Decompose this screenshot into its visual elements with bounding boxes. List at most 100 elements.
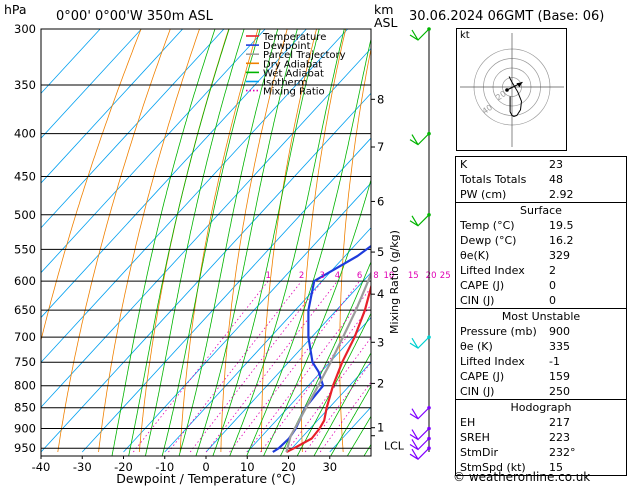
storm-motion-arrow	[516, 82, 523, 88]
pressure-tick-label: 700	[14, 330, 36, 344]
index-row-pw: PW (cm) 2.92	[460, 188, 574, 201]
wet-adiabat-line	[111, 29, 216, 456]
most-unstable-row: Pressure (mb) 900	[460, 325, 570, 338]
km-tick-label: 7	[377, 140, 384, 154]
pressure-tick-label: 750	[14, 355, 36, 369]
most-unstable-row: θe (K) 335	[460, 340, 570, 353]
surface-row: Temp (°C) 19.5	[460, 219, 574, 232]
most-unstable-row: Lifted Index -1	[460, 355, 560, 368]
most-unstable-row: CIN (J) 250	[460, 385, 570, 398]
mixing-ratio-axis-label: Mixing Ratio (g/kg)	[388, 230, 401, 334]
mixing-ratio-line	[189, 280, 323, 453]
pressure-tick-label: 950	[14, 441, 36, 455]
temp-tick-label: -10	[155, 460, 174, 474]
wet-adiabat-line	[313, 351, 371, 456]
temp-tick-label: 20	[281, 460, 296, 474]
pressure-tick-label: 650	[14, 303, 36, 317]
hodograph-stats-row: EH 217	[460, 416, 570, 429]
isotherm-line	[41, 29, 348, 363]
pressure-tick-label: 850	[14, 401, 36, 415]
hodograph-unit-label: kt	[460, 30, 470, 41]
pressure-tick-label: 550	[14, 242, 36, 256]
surface-row: θe(K) 329	[460, 249, 570, 262]
wind-barb	[409, 407, 430, 420]
most-unstable-title: Most Unstable	[501, 310, 581, 323]
km-tick-label: 5	[377, 245, 384, 259]
legend-label: Parcel Trajectory	[263, 50, 346, 61]
mixing-ratio-tick-label: 10	[383, 271, 394, 281]
lcl-label: LCL	[384, 440, 405, 453]
isotherm-line	[41, 29, 183, 184]
isotherm-line	[41, 92, 371, 453]
pressure-tick-label: 300	[14, 22, 36, 36]
temp-tick-label: 10	[240, 460, 255, 474]
wet-adiabat-line	[330, 385, 371, 456]
mixing-ratio-tick-label: 8	[373, 271, 378, 281]
surface-panel: Surface Temp (°C) 19.5 Dewp (°C) 16.2 θe(K…	[455, 202, 627, 476]
dry-adiabat-line	[41, 29, 142, 342]
isotherm-line	[41, 29, 225, 229]
pressure-tick-label: 900	[14, 422, 36, 436]
hpa-unit-label: hPa	[4, 2, 27, 17]
pressure-tick-label: 500	[14, 208, 36, 222]
datetime-title: 30.06.2024 06GMT (Base: 06)	[409, 9, 605, 24]
dry-adiabat-line	[179, 29, 259, 453]
wind-barb	[409, 428, 430, 441]
hodograph-stats-row: SREH 223	[460, 431, 570, 444]
hodograph-ring-label: 40	[481, 103, 495, 116]
isotherm-line	[164, 227, 371, 453]
hodograph-trace	[508, 76, 523, 118]
km-tick-label: 4	[377, 287, 384, 301]
temp-tick-label: -30	[73, 460, 92, 474]
mixing-ratio-line	[168, 280, 302, 453]
hodograph-stats-section: Hodograph EH 217 SREH 223 StmDir 232° StmSp…	[456, 399, 626, 475]
legend-label: Dewpoint	[263, 41, 311, 52]
mixing-ratio-tick-label: 4	[335, 271, 340, 281]
isotherm-line	[41, 47, 371, 408]
isotherm-line	[41, 29, 307, 319]
mixing-ratio-tick-label: 3	[319, 271, 324, 281]
mixing-ratio-line	[205, 280, 338, 453]
wet-adiabat-line	[346, 415, 371, 456]
km-tick-label: 8	[377, 92, 384, 106]
series-parcel-trajectory	[285, 270, 371, 453]
hodograph-mean-dot	[505, 88, 509, 92]
temp-tick-label: -20	[114, 460, 133, 474]
pressure-tick-label: 450	[14, 170, 36, 184]
legend-label: Mixing Ratio	[263, 87, 325, 98]
isotherm-line	[205, 272, 371, 453]
indices-panel: K 23 Totals Totals 48 PW (cm) 2.92	[455, 156, 627, 203]
isotherm-line	[41, 29, 266, 274]
isotherm-line	[288, 361, 371, 453]
legend-label: Temperature	[262, 32, 326, 43]
pressure-tick-label: 350	[14, 78, 36, 92]
km-tick-label: 1	[377, 421, 384, 435]
surface-title: Surface	[520, 204, 562, 217]
temp-tick-label: -40	[32, 460, 51, 474]
hodograph-stats-row: StmDir 232°	[460, 446, 576, 459]
index-row-totals: Totals Totals 48	[460, 173, 563, 186]
most-unstable-row: CAPE (J) 159	[460, 370, 570, 383]
pressure-tick-label: 600	[14, 274, 36, 288]
x-axis-label: Dewpoint / Temperature (°C)	[116, 471, 295, 486]
mixing-ratio-line	[132, 280, 269, 453]
isotherm-line	[41, 29, 142, 139]
wind-barb	[409, 28, 430, 41]
dry-adiabat-line	[98, 29, 200, 453]
mixing-ratio-tick-label: 15	[408, 271, 419, 281]
credit-text: © weatheronline.co.uk	[453, 470, 591, 484]
wind-barb	[409, 336, 430, 349]
km-unit-label: km	[374, 2, 394, 17]
wind-barb	[409, 133, 430, 146]
wet-adiabat-line	[296, 312, 371, 456]
wind-barb	[409, 214, 430, 227]
surface-row: Dewp (°C) 16.2	[460, 234, 574, 247]
dry-adiabat-line	[413, 29, 434, 452]
wind-barb	[409, 447, 430, 460]
index-row-k: K 23	[460, 158, 563, 171]
temp-tick-label: 30	[322, 460, 337, 474]
pressure-tick-label: 400	[14, 127, 36, 141]
km-tick-label: 3	[377, 335, 384, 349]
